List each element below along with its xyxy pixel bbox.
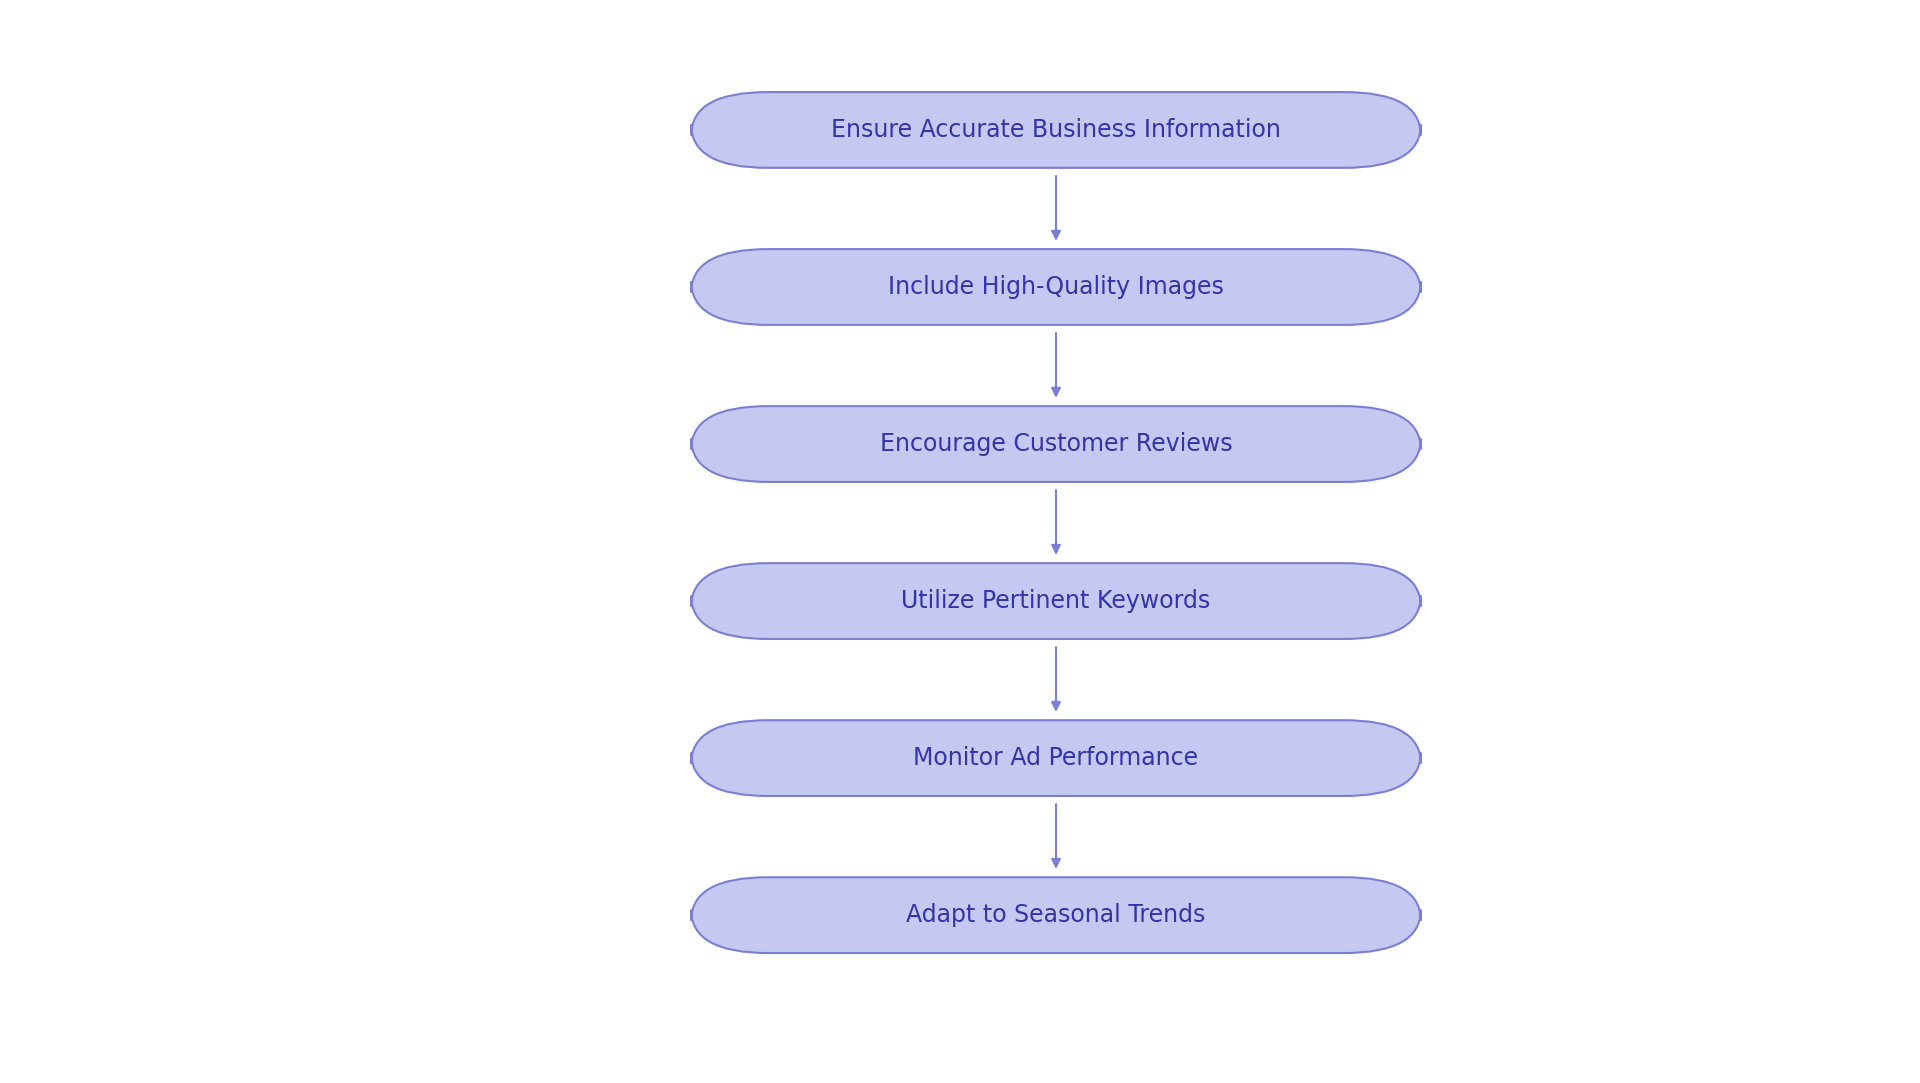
Text: Include High-Quality Images: Include High-Quality Images: [889, 275, 1223, 299]
Text: Monitor Ad Performance: Monitor Ad Performance: [914, 746, 1198, 770]
Text: Ensure Accurate Business Information: Ensure Accurate Business Information: [831, 118, 1281, 142]
FancyBboxPatch shape: [691, 92, 1421, 168]
FancyBboxPatch shape: [691, 720, 1421, 796]
FancyBboxPatch shape: [691, 877, 1421, 953]
FancyBboxPatch shape: [691, 406, 1421, 482]
Text: Utilize Pertinent Keywords: Utilize Pertinent Keywords: [900, 589, 1212, 613]
Text: Encourage Customer Reviews: Encourage Customer Reviews: [879, 432, 1233, 456]
Text: Adapt to Seasonal Trends: Adapt to Seasonal Trends: [906, 903, 1206, 927]
FancyBboxPatch shape: [691, 249, 1421, 325]
FancyBboxPatch shape: [691, 563, 1421, 639]
